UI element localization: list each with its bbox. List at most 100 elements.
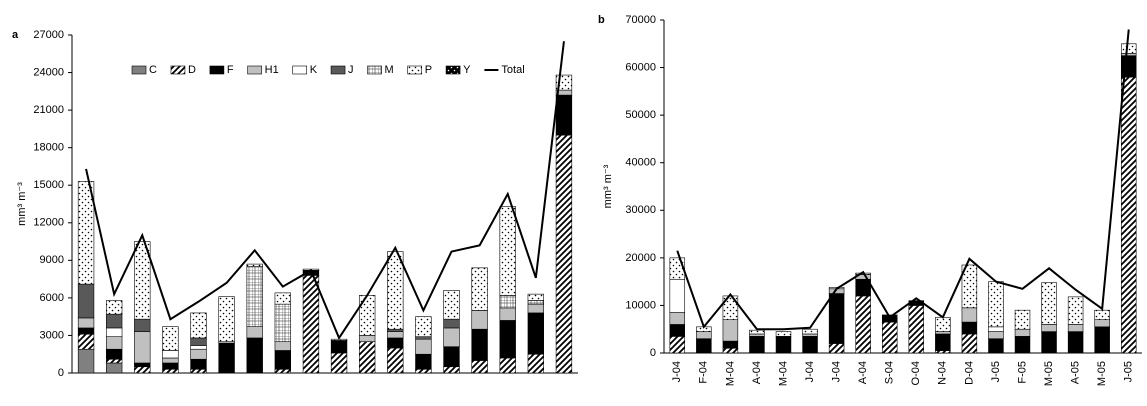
bar-segment [527, 293, 545, 301]
bar-segment [722, 340, 739, 349]
bar-segment [988, 338, 1004, 354]
panel-label: a [12, 29, 19, 41]
y-tick-label: 10000 [625, 299, 656, 311]
x-tick-label: D-04 [963, 361, 975, 385]
bar-segment [881, 321, 898, 354]
legend-label: J [348, 64, 354, 76]
legend-label: H1 [265, 64, 279, 76]
bar-segment [471, 328, 488, 361]
bar-segment [669, 278, 686, 313]
bar-segment [77, 348, 95, 374]
bar-segment [527, 353, 545, 374]
y-tick-label: 9000 [40, 254, 64, 266]
bar-segment [1014, 309, 1031, 330]
bar-segment [443, 366, 460, 374]
bar-segment [358, 335, 376, 343]
bar-segment [190, 312, 207, 339]
y-tick-label: 12000 [33, 217, 64, 229]
bar-segment [988, 281, 1004, 328]
total-line [85, 41, 565, 341]
legend-swatch [445, 65, 461, 75]
bar-segment [105, 313, 123, 329]
total-line [676, 29, 1130, 331]
y-tick-label: 24000 [33, 66, 64, 78]
bar-segment [246, 326, 263, 339]
y-tick-label: 27000 [33, 29, 64, 41]
bar-segment [802, 333, 818, 337]
bar-segment [908, 305, 925, 354]
bar-segment [527, 300, 545, 305]
bar-segment [669, 336, 686, 354]
bar-segment [988, 326, 1004, 332]
bar-segment [802, 336, 818, 354]
x-tick-label: J-05 [1123, 361, 1135, 382]
legend-swatch [209, 65, 225, 75]
bar-segment [246, 337, 263, 374]
bar-segment [935, 333, 951, 351]
bar-segment [471, 360, 488, 374]
bar-segment [802, 328, 818, 335]
bar-segment [1067, 324, 1084, 332]
bar-segment [775, 336, 792, 354]
bar-segment [415, 316, 432, 337]
bar-segment [274, 350, 292, 370]
x-tick-label: N-04 [937, 361, 949, 385]
bar-segment [415, 368, 432, 374]
bar-segment [1120, 43, 1137, 54]
bar-segment [935, 331, 951, 335]
legend-swatch [330, 65, 346, 75]
bar-segment [1120, 76, 1137, 354]
legend-label: D [188, 64, 196, 76]
bar-segment [77, 283, 95, 319]
y-tick-label: 40000 [625, 157, 656, 169]
bar-segment [162, 368, 179, 374]
bar-segment [77, 181, 95, 285]
x-tick-label: F-05 [1016, 361, 1028, 384]
bar-segment [1014, 328, 1031, 337]
legend-label: K [310, 64, 318, 76]
bar-segment [499, 357, 516, 374]
bar-segment [749, 329, 765, 335]
bar-segment [190, 368, 207, 374]
bar-segment [828, 293, 845, 344]
y-tick-label: 21000 [33, 104, 64, 116]
bar-segment [162, 326, 179, 351]
bar-segment [443, 318, 460, 329]
bar-segment [190, 348, 207, 360]
legend-swatch [367, 65, 382, 75]
bar-segment [935, 350, 951, 354]
bar-segment [1067, 331, 1084, 354]
y-tick-label: 15000 [33, 179, 64, 191]
bar-segment [387, 337, 404, 349]
legend-swatch [407, 65, 423, 75]
legend-label: P [425, 64, 432, 76]
y-tick-label: 0 [650, 347, 656, 359]
bar-segment [415, 338, 432, 355]
bar-segment [722, 347, 739, 354]
legend-label: Total [501, 64, 524, 76]
y-tick-label: 20000 [625, 252, 656, 264]
bar-segment [961, 264, 978, 309]
bar-segment [499, 307, 516, 321]
bar-segment [387, 347, 404, 374]
x-tick-label: J-04 [831, 361, 843, 382]
y-tick-label: 0 [58, 367, 64, 379]
bar-segment [415, 336, 432, 340]
bar-segment [77, 327, 95, 335]
bar-segment [1041, 282, 1057, 325]
bar-segment [105, 362, 123, 374]
bar-segment [274, 303, 292, 343]
bar-segment [246, 263, 263, 267]
legend-swatch [292, 65, 308, 75]
x-tick-label: J-05 [990, 361, 1002, 382]
bar-segment [961, 307, 978, 323]
bar-segment [415, 353, 432, 370]
panel-label: b [598, 14, 605, 26]
y-tick-label: 70000 [625, 14, 656, 26]
y-tick-label: 3000 [40, 329, 64, 341]
bar-segment [499, 206, 516, 296]
bar-segment [443, 346, 460, 368]
bar-segment [358, 341, 376, 374]
bar-segment [134, 366, 151, 374]
bar-segment [1014, 336, 1031, 354]
